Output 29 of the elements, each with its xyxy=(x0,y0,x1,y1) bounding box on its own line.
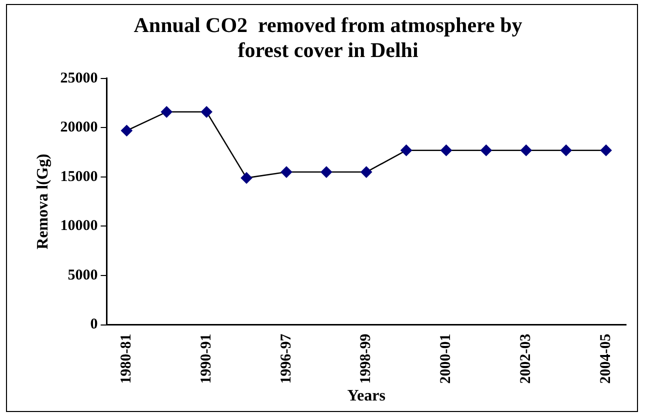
point xyxy=(520,144,532,156)
x-tick-label: 1998-99 xyxy=(358,334,374,384)
x-tick-label: 1980-81 xyxy=(118,334,135,384)
y-tick-label: 25000 xyxy=(60,70,98,86)
point xyxy=(600,144,612,156)
point xyxy=(240,172,252,184)
y-tick-label: 0 xyxy=(90,316,98,333)
x-axis-title: Years xyxy=(347,388,386,405)
point xyxy=(360,166,372,178)
point xyxy=(200,106,212,118)
x-tick-label: 2002-03 xyxy=(518,334,534,384)
y-tick-label: 10000 xyxy=(60,218,98,234)
point xyxy=(560,144,572,156)
point xyxy=(480,144,492,156)
x-tick-label: 2000-01 xyxy=(438,334,454,384)
point xyxy=(160,106,172,118)
point xyxy=(440,144,452,156)
x-tick-label: 1996-97 xyxy=(278,333,294,384)
point xyxy=(121,124,132,136)
point xyxy=(400,144,412,156)
point xyxy=(280,166,292,178)
y-axis-title: Remova l(Gg) xyxy=(34,154,52,250)
chart-title: Annual CO2 removed from atmosphere by forest cover in Delhi xyxy=(134,13,523,62)
x-tick-label: 2004-05 xyxy=(598,334,614,384)
y-tick-label: 15000 xyxy=(60,168,98,185)
y-tick-label: 20000 xyxy=(60,120,98,136)
x-tick-label: 1990-91 xyxy=(198,334,214,384)
point xyxy=(320,166,332,178)
y-tick-label: 5000 xyxy=(68,267,98,284)
